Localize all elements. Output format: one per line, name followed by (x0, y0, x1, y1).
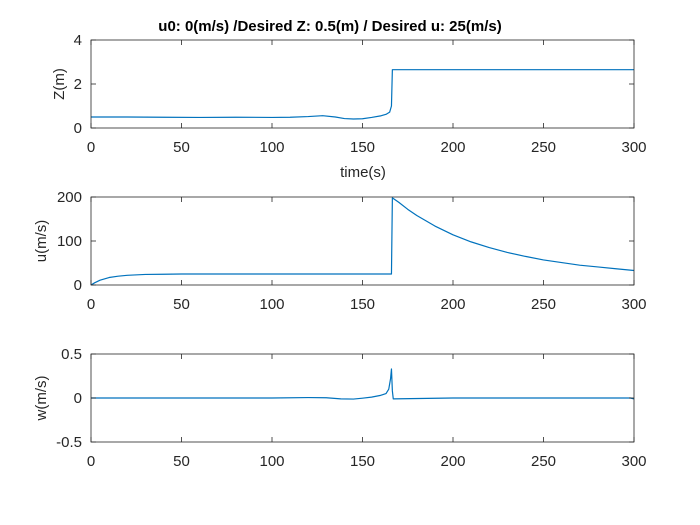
x-tick-label-z: 200 (440, 139, 465, 156)
chart-title: u0: 0(m/s) /Desired Z: 0.5(m) / Desired … (158, 18, 501, 35)
y-tick-label-z: 2 (74, 76, 82, 93)
x-tick-label-u: 0 (87, 296, 95, 313)
x-tick-label-w: 150 (350, 453, 375, 470)
x-tick-label-u: 250 (531, 296, 556, 313)
y-tick-label-w: 0.5 (61, 346, 82, 363)
x-tick-label-u: 100 (259, 296, 284, 313)
x-tick-label-z: 150 (350, 139, 375, 156)
y-tick-label-u: 200 (57, 189, 82, 206)
x-tick-label-w: 300 (621, 453, 646, 470)
x-tick-label-z: 50 (173, 139, 190, 156)
plot-area-w: 0 50 100 150 200 250 300 -0.5 0 0.5 (56, 346, 646, 470)
y-tick-label-u: 100 (57, 233, 82, 250)
x-tick-label-z: 0 (87, 139, 95, 156)
x-tick-label-w: 250 (531, 453, 556, 470)
series-line-w-0 (91, 368, 635, 400)
x-tick-label-w: 200 (440, 453, 465, 470)
x-tick-label-u: 200 (440, 296, 465, 313)
x-tick-label-z: 300 (621, 139, 646, 156)
x-tick-label-z: 100 (259, 139, 284, 156)
x-tick-label-z: 250 (531, 139, 556, 156)
series-line-u-0 (90, 197, 635, 286)
y-tick-label-u: 0 (74, 277, 82, 294)
y-tick-label-z: 4 (74, 32, 82, 49)
plot-area-u: 0 50 100 150 200 250 300 0 100 200 (57, 189, 647, 313)
y-axis-label-u: u(m/s) (33, 220, 50, 263)
subplot-u: 0 50 100 150 200 250 300 0 100 200 u(m/s) (33, 189, 647, 313)
y-axis-label-w: w(m/s) (33, 376, 50, 422)
subplot-w: 0 50 100 150 200 250 300 -0.5 0 0.5 w(m/s) (33, 346, 647, 470)
y-axis-label-z: Z(m) (51, 68, 68, 100)
subplot-z: u0: 0(m/s) /Desired Z: 0.5(m) / Desired … (51, 18, 647, 181)
y-tick-label-w: 0 (74, 390, 82, 407)
x-axis-label-z: time(s) (340, 164, 386, 181)
y-tick-label-w: -0.5 (56, 434, 82, 451)
x-tick-label-u: 150 (350, 296, 375, 313)
plot-area-z: 0 50 100 150 200 250 300 0 2 4 (74, 32, 647, 156)
y-tick-label-z: 0 (74, 120, 82, 137)
series-line-z-0 (91, 69, 634, 120)
x-tick-label-u: 50 (173, 296, 190, 313)
x-tick-label-u: 300 (621, 296, 646, 313)
x-tick-label-w: 50 (173, 453, 190, 470)
x-tick-label-w: 0 (87, 453, 95, 470)
x-tick-label-w: 100 (259, 453, 284, 470)
